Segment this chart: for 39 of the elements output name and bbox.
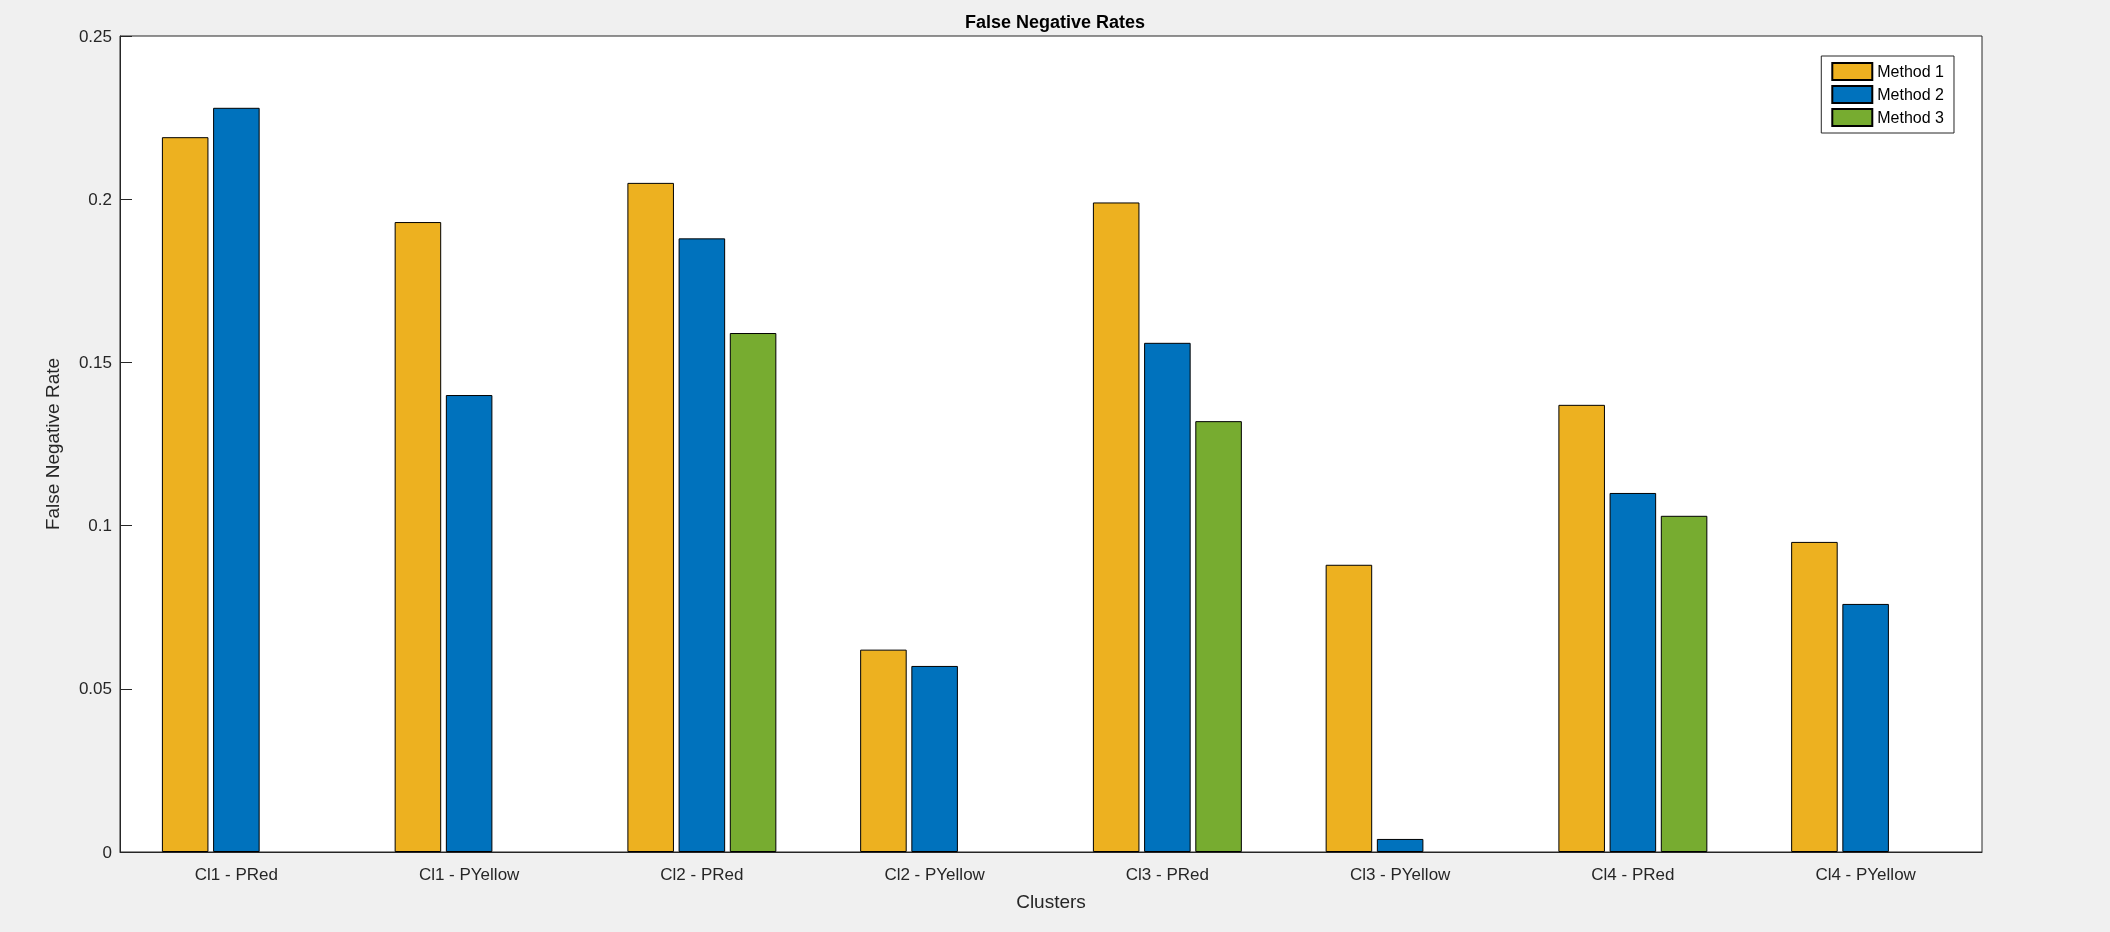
- bar: [678, 238, 726, 852]
- bar: [161, 137, 209, 852]
- legend-label: Method 3: [1877, 109, 1945, 126]
- bar: [1791, 541, 1838, 852]
- bar: [1195, 421, 1242, 852]
- x-tick-label: Cl2 - PYellow: [884, 865, 986, 884]
- x-tick-label: Cl3 - PYellow: [1349, 865, 1452, 884]
- bar: [1558, 404, 1605, 852]
- bar: [1092, 202, 1140, 852]
- x-tick-label: Cl3 - PRed: [1125, 865, 1209, 884]
- bar: [729, 333, 777, 852]
- bar: [213, 107, 260, 852]
- x-tick-label: Cl1 - PYellow: [418, 865, 521, 884]
- chart-title: False Negative Rates: [964, 12, 1146, 32]
- y-axis-title: False Negative Rate: [42, 357, 63, 531]
- bar: [1609, 492, 1657, 852]
- bar: [1325, 564, 1373, 852]
- y-tick-label: 0: [102, 842, 112, 862]
- x-tick-label: Cl2 - PRed: [660, 865, 744, 884]
- x-tick-label: Cl4 - PRed: [1591, 865, 1675, 884]
- x-axis-title: Clusters: [1016, 891, 1086, 912]
- x-tick-label: Cl1 - PRed: [194, 865, 278, 884]
- bar: [445, 395, 493, 852]
- x-tick-label: Cl4 - PYellow: [1815, 865, 1917, 884]
- bar: [1842, 603, 1889, 852]
- legend-label: Method 1: [1877, 63, 1945, 80]
- y-tick-label: 0.2: [88, 189, 112, 209]
- y-tick-label: 0.05: [78, 679, 112, 699]
- legend-label: Method 2: [1877, 86, 1945, 103]
- y-tick-label: 0.1: [88, 516, 112, 536]
- bar: [1144, 342, 1191, 852]
- bar: [627, 182, 674, 852]
- y-tick-label: 0.25: [78, 26, 112, 46]
- y-tick-label: 0.15: [78, 352, 112, 372]
- bar: [911, 665, 958, 852]
- bar: [1660, 515, 1708, 852]
- bar: [394, 222, 442, 852]
- bar: [860, 649, 907, 852]
- bar: [1376, 838, 1424, 852]
